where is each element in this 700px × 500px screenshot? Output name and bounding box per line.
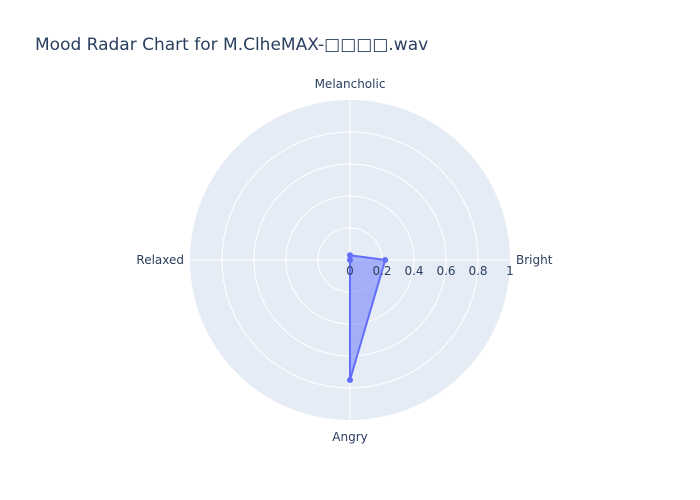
angular-label-angry: Angry bbox=[332, 430, 367, 444]
radial-tick-label: 1 bbox=[506, 264, 514, 278]
radial-tick-label: 0.6 bbox=[436, 264, 455, 278]
radial-ticks: 0 0.2 0.4 0.6 0.8 1 bbox=[346, 264, 514, 278]
angular-label-bright: Bright bbox=[516, 253, 553, 267]
radial-tick-label: 0.2 bbox=[372, 264, 391, 278]
data-point-angry[interactable] bbox=[347, 377, 353, 383]
angular-axis-labels: Bright Melancholic Relaxed Angry bbox=[136, 77, 552, 444]
data-point-bright[interactable] bbox=[382, 257, 389, 263]
radial-tick-label: 0 bbox=[346, 264, 354, 278]
angular-label-melancholic: Melancholic bbox=[315, 77, 386, 91]
angular-label-relaxed: Relaxed bbox=[136, 253, 184, 267]
data-point-relaxed[interactable] bbox=[347, 257, 353, 263]
data-point-melancholic[interactable] bbox=[347, 252, 353, 259]
radial-tick-label: 0.4 bbox=[404, 264, 423, 278]
chart-title: Mood Radar Chart for M.ClheMAX-□□□□.wav bbox=[35, 35, 428, 55]
series-layer[interactable] bbox=[347, 252, 389, 383]
radial-tick-label: 0.8 bbox=[468, 264, 487, 278]
